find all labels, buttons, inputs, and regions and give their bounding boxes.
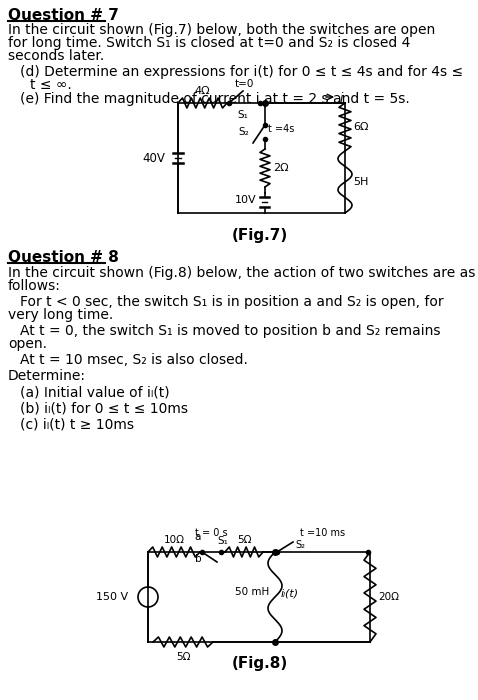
Text: S₁: S₁	[217, 536, 228, 546]
Text: At t = 10 msec, S₂ is also closed.: At t = 10 msec, S₂ is also closed.	[20, 353, 248, 367]
Text: (b) iₗ(t) for 0 ≤ t ≤ 10ms: (b) iₗ(t) for 0 ≤ t ≤ 10ms	[20, 401, 188, 415]
Text: b: b	[195, 554, 201, 564]
Text: seconds later.: seconds later.	[8, 49, 104, 63]
Text: 5H: 5H	[353, 177, 369, 187]
Text: 2Ω: 2Ω	[273, 163, 289, 173]
Text: 5Ω: 5Ω	[176, 652, 190, 662]
Text: 5Ω: 5Ω	[237, 535, 251, 545]
Text: (Fig.7): (Fig.7)	[232, 228, 288, 243]
Text: Question # 7: Question # 7	[8, 8, 119, 23]
Text: 50 mH: 50 mH	[235, 587, 269, 597]
Text: t =10 ms: t =10 ms	[300, 528, 345, 538]
Text: iₗ(t): iₗ(t)	[281, 588, 299, 598]
Text: t ≤ ∞.: t ≤ ∞.	[30, 78, 72, 92]
Text: t = 0 s: t = 0 s	[195, 528, 228, 538]
Text: S₂: S₂	[295, 540, 305, 550]
Text: In the circuit shown (Fig.7) below, both the switches are open: In the circuit shown (Fig.7) below, both…	[8, 23, 435, 37]
Text: (d) Determine an expressions for i(t) for 0 ≤ t ≤ 4s and for 4s ≤: (d) Determine an expressions for i(t) fo…	[20, 65, 463, 79]
Text: S₁: S₁	[237, 110, 248, 120]
Text: (Fig.8): (Fig.8)	[232, 656, 288, 671]
Text: 10Ω: 10Ω	[163, 535, 185, 545]
Text: t =4s: t =4s	[268, 124, 294, 134]
Text: (e) Find the magnitude of current i at t = 2 s and t = 5s.: (e) Find the magnitude of current i at t…	[20, 92, 410, 106]
Text: Determine:: Determine:	[8, 369, 86, 383]
Text: for long time. Switch S₁ is closed at t=0 and S₂ is closed 4: for long time. Switch S₁ is closed at t=…	[8, 36, 411, 50]
Text: S₂: S₂	[238, 127, 249, 137]
Text: i: i	[340, 92, 344, 104]
Text: For t < 0 sec, the switch S₁ is in position a and S₂ is open, for: For t < 0 sec, the switch S₁ is in posit…	[20, 295, 444, 309]
Text: 150 V: 150 V	[96, 592, 128, 602]
Text: open.: open.	[8, 337, 47, 351]
Text: 10V: 10V	[234, 195, 256, 205]
Text: Question # 8: Question # 8	[8, 250, 119, 265]
Text: (c) iₗ(t) t ≥ 10ms: (c) iₗ(t) t ≥ 10ms	[20, 417, 134, 431]
Text: t=0: t=0	[235, 79, 254, 89]
Text: (a) Initial value of iₗ(t): (a) Initial value of iₗ(t)	[20, 385, 170, 399]
Text: In the circuit shown (Fig.8) below, the action of two switches are as: In the circuit shown (Fig.8) below, the …	[8, 266, 476, 280]
Text: very long time.: very long time.	[8, 308, 113, 322]
Text: 20Ω: 20Ω	[378, 592, 399, 602]
Text: 40V: 40V	[142, 151, 165, 164]
Text: At t = 0, the switch S₁ is moved to position b and S₂ remains: At t = 0, the switch S₁ is moved to posi…	[20, 324, 441, 338]
Text: 4Ω: 4Ω	[195, 86, 210, 96]
Text: 6Ω: 6Ω	[353, 122, 369, 132]
Text: a: a	[195, 532, 201, 542]
Text: follows:: follows:	[8, 279, 61, 293]
